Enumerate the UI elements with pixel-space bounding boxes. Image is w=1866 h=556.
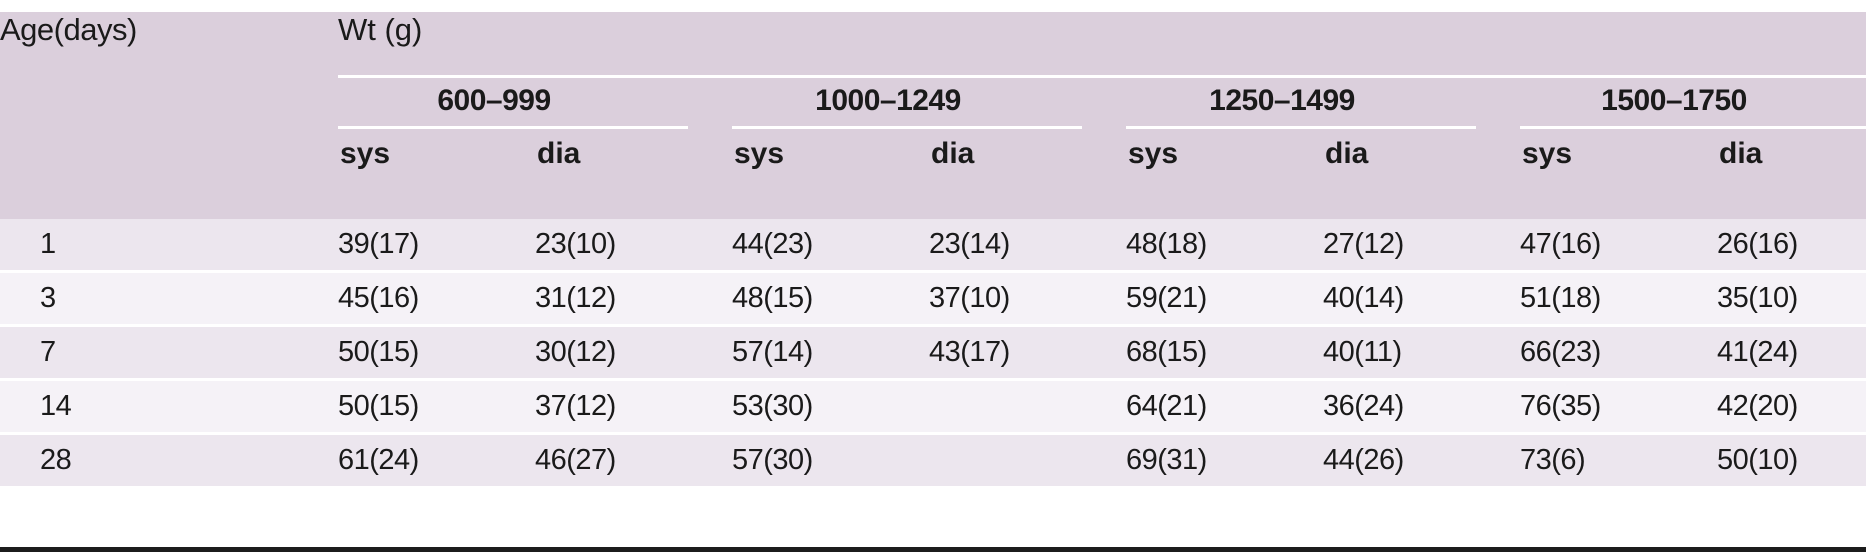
blood-pressure-table: Age(days) Wt (g) 600–999 1000–1249 1250–… <box>0 12 1866 489</box>
data-cell: 68(15) <box>1126 327 1323 381</box>
data-cell <box>929 381 1126 435</box>
data-cell: 39(17) <box>338 219 535 273</box>
age-column-header: Age(days) <box>0 12 338 219</box>
sys-header: sys <box>1126 129 1323 219</box>
data-cell: 48(18) <box>1126 219 1323 273</box>
table-row: 1 39(17) 23(10) 44(23) 23(14) 48(18) 27(… <box>0 219 1866 273</box>
age-cell: 1 <box>0 219 338 273</box>
data-cell: 40(14) <box>1323 273 1520 327</box>
data-cell: 61(24) <box>338 435 535 489</box>
data-cell: 48(15) <box>732 273 929 327</box>
dia-header: dia <box>535 129 732 219</box>
header-row-top: Age(days) Wt (g) <box>0 12 1866 219</box>
data-cell: 46(27) <box>535 435 732 489</box>
data-cell: 57(30) <box>732 435 929 489</box>
bottom-rule-line <box>0 547 1866 552</box>
sys-header: sys <box>732 129 929 219</box>
table-row: 14 50(15) 37(12) 53(30) 64(21) 36(24) 76… <box>0 381 1866 435</box>
data-cell: 37(10) <box>929 273 1126 327</box>
dia-header: dia <box>1323 129 1520 219</box>
sys-header: sys <box>338 129 535 219</box>
data-cell: 42(20) <box>1717 381 1866 435</box>
data-cell: 43(17) <box>929 327 1126 381</box>
data-cell: 66(23) <box>1520 327 1717 381</box>
table-row: 28 61(24) 46(27) 57(30) 69(31) 44(26) 73… <box>0 435 1866 489</box>
dia-header: dia <box>1717 129 1866 219</box>
data-cell: 53(30) <box>732 381 929 435</box>
data-cell: 23(10) <box>535 219 732 273</box>
header-row-sysdia: sys dia sys dia sys dia sys dia <box>0 129 1866 219</box>
data-cell: 30(12) <box>535 327 732 381</box>
weight-range-header: 600–999 <box>338 78 732 129</box>
data-cell: 57(14) <box>732 327 929 381</box>
data-cell: 26(16) <box>1717 219 1866 273</box>
data-cell: 44(23) <box>732 219 929 273</box>
data-cell: 35(10) <box>1717 273 1866 327</box>
table-row: 7 50(15) 30(12) 57(14) 43(17) 68(15) 40(… <box>0 327 1866 381</box>
weight-range-label: 600–999 <box>338 78 688 129</box>
weight-range-label: 1000–1249 <box>732 78 1082 129</box>
data-cell: 40(11) <box>1323 327 1520 381</box>
data-cell: 23(14) <box>929 219 1126 273</box>
age-cell: 3 <box>0 273 338 327</box>
weight-range-label: 1250–1499 <box>1126 78 1476 129</box>
weight-span-header: Wt (g) <box>338 12 1866 78</box>
data-cell: 41(24) <box>1717 327 1866 381</box>
data-cell: 36(24) <box>1323 381 1520 435</box>
data-cell: 50(10) <box>1717 435 1866 489</box>
weight-range-header: 1250–1499 <box>1126 78 1520 129</box>
data-cell: 50(15) <box>338 381 535 435</box>
table-body: 1 39(17) 23(10) 44(23) 23(14) 48(18) 27(… <box>0 219 1866 489</box>
data-cell: 59(21) <box>1126 273 1323 327</box>
weight-range-header: 1500–1750 <box>1520 78 1866 129</box>
bottom-whitespace <box>0 489 1866 547</box>
data-cell: 37(12) <box>535 381 732 435</box>
table-header: Age(days) Wt (g) 600–999 1000–1249 1250–… <box>0 12 1866 219</box>
data-cell: 64(21) <box>1126 381 1323 435</box>
age-cell: 28 <box>0 435 338 489</box>
dia-header: dia <box>929 129 1126 219</box>
data-cell: 44(26) <box>1323 435 1520 489</box>
data-cell: 27(12) <box>1323 219 1520 273</box>
data-cell: 69(31) <box>1126 435 1323 489</box>
data-cell <box>929 435 1126 489</box>
age-cell: 14 <box>0 381 338 435</box>
data-cell: 51(18) <box>1520 273 1717 327</box>
data-cell: 31(12) <box>535 273 732 327</box>
data-cell: 76(35) <box>1520 381 1717 435</box>
age-cell: 7 <box>0 327 338 381</box>
sys-header: sys <box>1520 129 1717 219</box>
header-row-ranges: 600–999 1000–1249 1250–1499 1500–1750 <box>0 78 1866 129</box>
data-cell: 73(6) <box>1520 435 1717 489</box>
table-row: 3 45(16) 31(12) 48(15) 37(10) 59(21) 40(… <box>0 273 1866 327</box>
data-cell: 45(16) <box>338 273 535 327</box>
data-cell: 50(15) <box>338 327 535 381</box>
data-cell: 47(16) <box>1520 219 1717 273</box>
weight-range-label: 1500–1750 <box>1520 78 1866 129</box>
weight-range-header: 1000–1249 <box>732 78 1126 129</box>
